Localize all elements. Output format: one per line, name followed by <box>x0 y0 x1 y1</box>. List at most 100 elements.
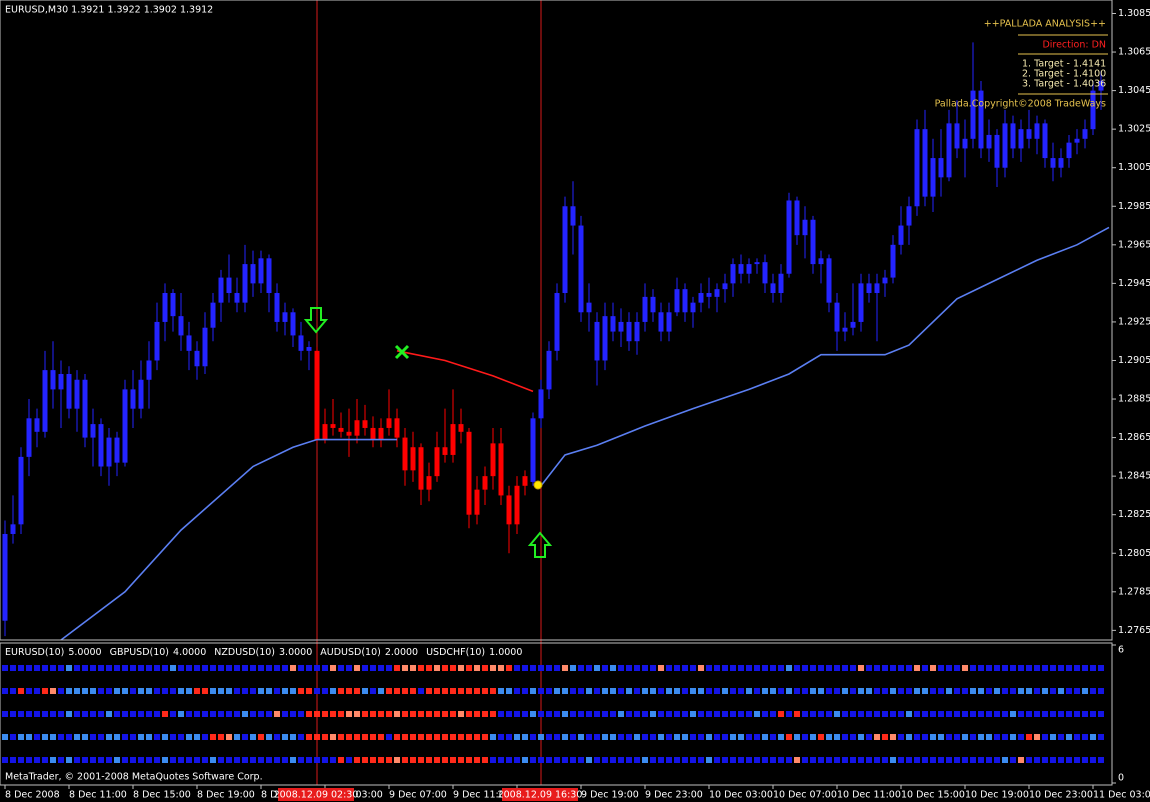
state-cell <box>842 757 848 763</box>
candle-body <box>490 443 496 477</box>
state-cell <box>410 688 416 694</box>
state-cell <box>714 734 720 740</box>
candle-body <box>882 277 888 284</box>
state-cell <box>842 711 848 717</box>
y-tick-label: 1.2985 <box>1118 201 1150 212</box>
y-tick-label: 1.2845 <box>1118 471 1150 482</box>
state-cell <box>122 711 128 717</box>
state-cell <box>466 711 472 717</box>
candle-body <box>50 370 56 390</box>
state-cell <box>10 711 16 717</box>
state-cell <box>666 688 672 694</box>
candle-body <box>234 293 240 303</box>
candle-body <box>58 373 64 390</box>
candle-body <box>714 289 720 297</box>
state-cell <box>194 665 200 671</box>
state-cell <box>882 757 888 763</box>
state-cell <box>10 688 16 694</box>
state-cell <box>914 688 920 694</box>
state-cell <box>346 757 352 763</box>
state-cell <box>578 711 584 717</box>
state-cell <box>450 734 456 740</box>
state-cell <box>90 688 96 694</box>
state-cell <box>218 757 224 763</box>
state-cell <box>970 665 976 671</box>
candle-body <box>146 360 152 380</box>
candle-body <box>338 427 344 432</box>
state-cell <box>106 734 112 740</box>
state-cell <box>378 665 384 671</box>
candle-body <box>650 296 656 313</box>
state-cell <box>306 757 312 763</box>
candle-body <box>394 418 400 438</box>
sell-arrow <box>303 307 329 334</box>
state-cell <box>994 734 1000 740</box>
state-cell <box>834 757 840 763</box>
candle-body <box>330 424 336 428</box>
candle-body <box>1082 129 1088 139</box>
state-cell <box>474 665 480 671</box>
candle-body <box>186 335 192 351</box>
state-cell <box>1018 665 1024 671</box>
data-layer <box>2 42 1110 641</box>
series-name: NZDUSD(10) <box>214 647 275 658</box>
state-cell <box>818 757 824 763</box>
state-cell <box>362 711 368 717</box>
state-cell <box>130 711 136 717</box>
state-cell <box>690 688 696 694</box>
state-cell <box>386 757 392 763</box>
state-cell <box>1082 734 1088 740</box>
state-cell <box>874 688 880 694</box>
state-cell <box>10 757 16 763</box>
state-cell <box>234 757 240 763</box>
direction: Direction: DN <box>1042 40 1106 51</box>
state-cell <box>194 711 200 717</box>
candle-body <box>706 293 712 297</box>
state-cell <box>762 734 768 740</box>
state-cell <box>458 665 464 671</box>
state-cell <box>418 757 424 763</box>
candle-body <box>866 283 872 294</box>
state-cell <box>866 711 872 717</box>
state-cell <box>698 757 704 763</box>
candle-body <box>402 437 408 471</box>
state-cell <box>2 757 8 763</box>
state-cell <box>946 734 952 740</box>
candle-body <box>930 158 936 197</box>
state-cell <box>674 665 680 671</box>
state-cell <box>1066 757 1072 763</box>
state-cell <box>42 688 48 694</box>
candle-body <box>122 389 128 463</box>
candle-body <box>10 524 16 534</box>
state-cell <box>330 734 336 740</box>
candle-body <box>914 129 920 207</box>
state-cell <box>722 665 728 671</box>
state-cell <box>642 711 648 717</box>
candle-body <box>154 321 160 361</box>
state-cell <box>810 665 816 671</box>
state-cell <box>922 757 928 763</box>
state-cell <box>1050 665 1056 671</box>
candle-body <box>962 138 968 149</box>
state-cell <box>322 711 328 717</box>
state-cell <box>210 734 216 740</box>
state-cell <box>330 665 336 671</box>
state-cell <box>66 734 72 740</box>
state-cell <box>42 757 48 763</box>
state-cell <box>570 688 576 694</box>
state-cell <box>266 688 272 694</box>
state-cell <box>490 734 496 740</box>
state-cell <box>154 688 160 694</box>
state-cell <box>314 734 320 740</box>
state-cell <box>90 757 96 763</box>
state-cell <box>498 688 504 694</box>
state-cell <box>698 665 704 671</box>
state-cell <box>602 757 608 763</box>
state-cell <box>258 688 264 694</box>
candle-body <box>874 283 880 294</box>
candle-body <box>634 321 640 342</box>
state-cell <box>58 734 64 740</box>
state-cell <box>434 734 440 740</box>
state-cell <box>138 688 144 694</box>
state-cell <box>42 734 48 740</box>
